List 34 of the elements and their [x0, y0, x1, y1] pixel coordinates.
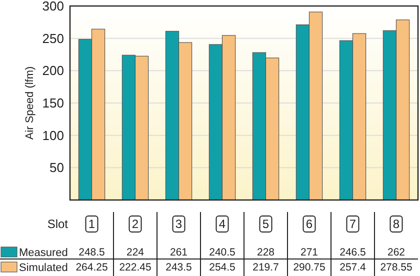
data-label: 262: [387, 246, 406, 259]
y-tick-label: 100: [42, 128, 64, 143]
data-label: 254.5: [209, 262, 236, 274]
x-tick-label: 7: [349, 217, 356, 232]
x-tick-label: 6: [306, 217, 313, 232]
data-label: 264.25: [76, 262, 108, 274]
x-tick-label: 4: [218, 217, 226, 232]
data-label: 248.5: [78, 246, 106, 259]
x-tick-label: 5: [262, 217, 270, 232]
y-tick-label: 200: [42, 63, 64, 78]
data-label: 228: [256, 246, 275, 259]
y-tick-label: 50: [50, 160, 64, 176]
x-tick-label: 2: [132, 217, 139, 232]
legend-label: Measured: [19, 246, 68, 259]
data-label: 224: [126, 246, 144, 259]
data-label: 219.7: [252, 262, 280, 274]
data-label: 278.55: [380, 262, 412, 274]
legend-label: Simulated: [19, 262, 68, 274]
data-label: 261: [170, 246, 188, 259]
y-axis-title: Air Speed (lfm): [24, 66, 36, 140]
data-label: 243.5: [166, 262, 192, 274]
x-axis-title: Slot: [47, 217, 69, 232]
x-tick-label: 3: [175, 217, 182, 232]
data-label: 222.45: [119, 262, 152, 274]
data-label: 240.5: [209, 246, 236, 259]
data-label: 290.75: [293, 262, 326, 274]
y-tick-label: 250: [42, 30, 64, 46]
data-label: 246.5: [340, 246, 366, 259]
data-label: 257.4: [340, 262, 366, 274]
x-tick-label: 1: [88, 217, 96, 232]
y-tick-label: 300: [42, 0, 64, 14]
x-tick-label: 8: [392, 217, 400, 232]
y-tick-label: 150: [42, 96, 64, 111]
data-label: 271: [300, 246, 318, 259]
